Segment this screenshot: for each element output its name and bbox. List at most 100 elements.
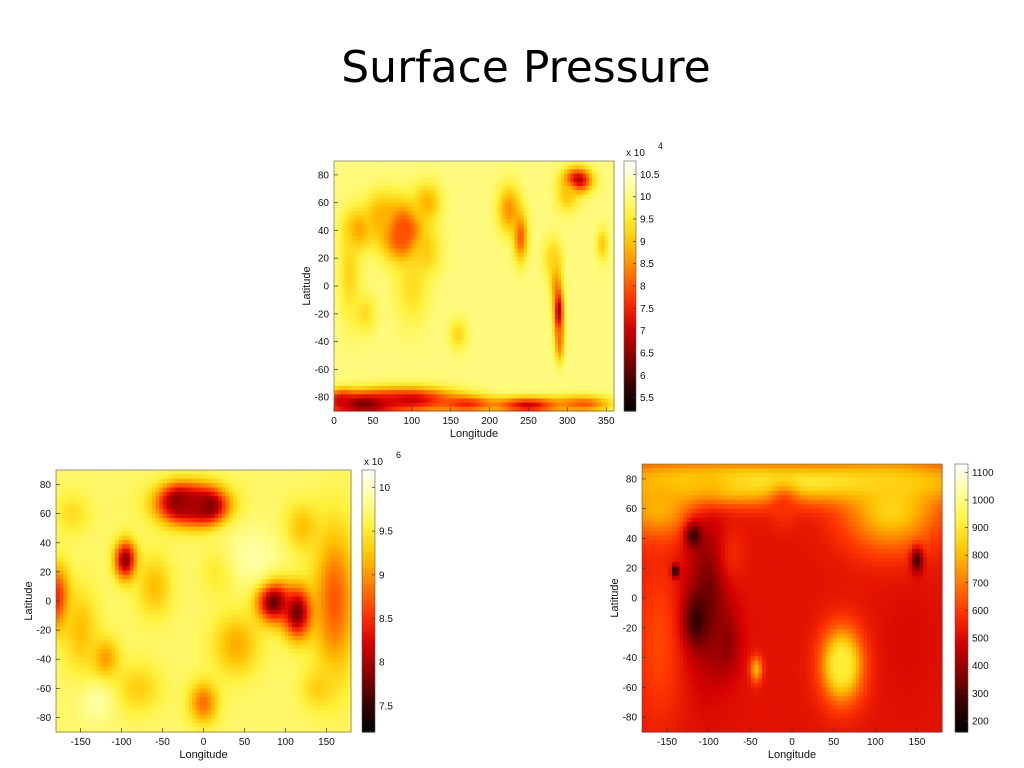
heatmap-cell [533,173,537,179]
heatmap-cell [464,294,469,300]
heatmap-cell [405,165,410,170]
heatmap-cell [358,348,363,354]
heatmap-cell [480,340,484,345]
heatmap-cell [408,298,413,304]
heatmap-cell [365,269,369,275]
heatmap-cell [511,340,516,345]
heatmap-cell [365,356,369,362]
heatmap-cell [421,381,425,387]
heatmap-cell [346,373,351,379]
heatmap-cell [610,273,615,279]
heatmap-cell [514,311,519,316]
heatmap-cell [570,206,575,212]
heatmap-cell [358,311,363,316]
heatmap-cell [362,186,366,191]
heatmap-cell [334,256,338,262]
heatmap-cell [495,281,500,287]
heatmap-cell [492,256,497,262]
heatmap-cell [539,377,544,383]
heatmap-cell [520,302,525,308]
heatmap-cell [601,186,606,191]
heatmap-cell [579,319,584,325]
heatmap-cell [355,361,360,366]
heatmap-cell [489,244,494,250]
heatmap-cell [558,344,562,350]
heatmap-cell [349,211,354,216]
heatmap-cell [424,331,428,337]
heatmap-cell [474,177,478,183]
heatmap-cell [411,336,416,341]
heatmap-cell [374,336,379,341]
heatmap-cell [558,165,562,170]
heatmap-cell [464,194,469,200]
heatmap-cell [567,369,572,375]
heatmap-cell [495,352,500,358]
heatmap-cell [610,323,615,329]
heatmap-cell [558,302,562,308]
heatmap-cell [340,352,344,358]
heatmap-cell [408,227,413,233]
heatmap-cell [576,331,581,337]
heatmap-cell [433,223,438,229]
heatmap-cell [386,319,391,325]
heatmap-cell [355,319,360,325]
heatmap-cell [486,348,491,354]
heatmap-cell [498,211,503,216]
heatmap-cell [561,315,565,320]
heatmap-cell [561,302,565,308]
heatmap-cell [595,169,600,175]
heatmap-cell [442,244,447,250]
heatmap-cell [533,202,537,208]
heatmap-cell [411,202,416,208]
heatmap-cell [421,361,425,366]
heatmap-cell [464,198,469,204]
heatmap-cell [399,277,404,283]
heatmap-cell [343,294,348,300]
heatmap-cell [495,256,500,262]
heatmap-cell [430,215,435,220]
heatmap-cell [539,381,544,387]
heatmap-cell [352,302,357,308]
heatmap-cell [455,186,460,191]
heatmap-cell [570,202,575,208]
heatmap-cell [467,219,472,225]
heatmap-cell [405,219,410,225]
heatmap-cell [439,336,444,341]
heatmap-cell [483,177,488,183]
heatmap-cell [489,181,494,187]
heatmap-cell [424,169,428,175]
heatmap-cell [418,165,422,170]
heatmap-cell [558,319,562,325]
heatmap-cell [464,302,469,308]
heatmap-cell [604,298,609,304]
heatmap-cell [377,386,382,391]
heatmap-cell [433,236,438,241]
heatmap-cell [383,294,388,300]
heatmap-cell [520,173,525,179]
heatmap-cell [386,206,391,212]
heatmap-cell [523,186,528,191]
heatmap-cell [483,215,488,220]
heatmap-cell [470,344,475,350]
heatmap-cell [449,231,453,237]
heatmap-cell [383,369,388,375]
heatmap-cell [427,386,432,391]
heatmap-cell [337,248,341,254]
heatmap-cell [405,319,410,325]
heatmap-cell [386,248,391,254]
heatmap-cell [352,377,357,383]
heatmap-cell [418,181,422,187]
heatmap-cell [358,265,363,270]
heatmap-cell [601,236,606,241]
heatmap-cell [526,315,531,320]
heatmap-cell [421,273,425,279]
heatmap-cell [586,344,590,350]
heatmap-cell [610,352,615,358]
heatmap-cell [561,352,565,358]
heatmap-cell [474,252,478,258]
heatmap-cell [446,344,450,350]
heatmap-cell [502,348,506,354]
heatmap-cell [433,344,438,350]
heatmap-cell [486,244,491,250]
heatmap-cell [554,331,559,337]
